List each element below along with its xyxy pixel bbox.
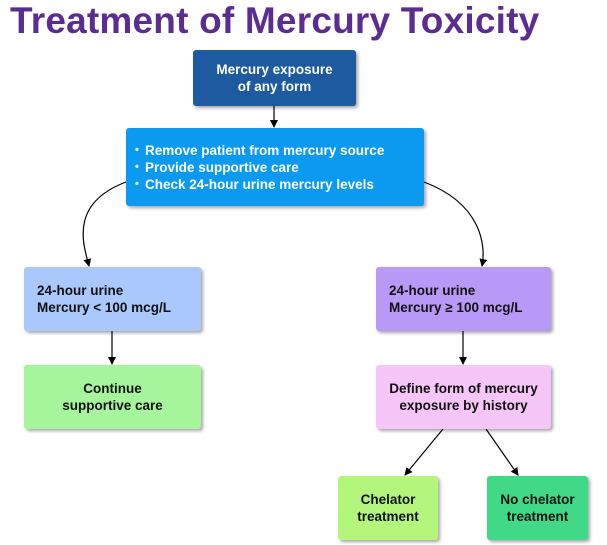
node-text: 24-hour urine bbox=[389, 283, 476, 298]
continue-care-box: Continue supportive care bbox=[24, 365, 201, 429]
node-text: 24-hour urine bbox=[37, 283, 124, 298]
node-text: Continue bbox=[83, 381, 142, 396]
node-text: Mercury ≥ 100 mcg/L bbox=[389, 300, 523, 315]
node-text: exposure by history bbox=[399, 398, 528, 413]
node-text: of any form bbox=[237, 79, 312, 94]
page-title: Treatment of Mercury Toxicity bbox=[10, 0, 540, 41]
list-item: Remove patient from mercury source bbox=[135, 142, 424, 159]
action-list: Remove patient from mercury source Provi… bbox=[135, 142, 424, 193]
node-text: supportive care bbox=[62, 398, 163, 413]
node-text: Mercury < 100 mcg/L bbox=[37, 300, 171, 315]
chelator-treatment-box: Chelator treatment bbox=[338, 476, 438, 540]
low-mercury-level-box: 24-hour urine Mercury < 100 mcg/L bbox=[24, 267, 201, 331]
list-item: Provide supportive care bbox=[135, 159, 424, 176]
arrow-actions-to-low-level bbox=[82, 181, 127, 267]
node-text: treatment bbox=[506, 509, 569, 524]
arrow-define-to-chelator bbox=[404, 428, 444, 476]
node-text: Chelator bbox=[360, 492, 416, 507]
no-chelator-treatment-box: No chelator treatment bbox=[487, 476, 588, 540]
define-exposure-form-box: Define form of mercury exposure by histo… bbox=[376, 365, 551, 429]
node-text: treatment bbox=[357, 509, 419, 524]
arrow-define-to-no-chelator bbox=[485, 428, 519, 476]
initial-actions-box: Remove patient from mercury source Provi… bbox=[126, 128, 424, 206]
node-text: No chelator bbox=[500, 492, 575, 507]
high-mercury-level-box: 24-hour urine Mercury ≥ 100 mcg/L bbox=[376, 267, 551, 331]
node-text: Mercury exposure bbox=[216, 62, 333, 77]
mercury-exposure-box: Mercury exposure of any form bbox=[193, 50, 356, 106]
arrow-actions-to-high-level bbox=[423, 181, 488, 267]
list-item: Check 24-hour urine mercury levels bbox=[135, 176, 424, 193]
node-text: Define form of mercury bbox=[389, 381, 538, 396]
